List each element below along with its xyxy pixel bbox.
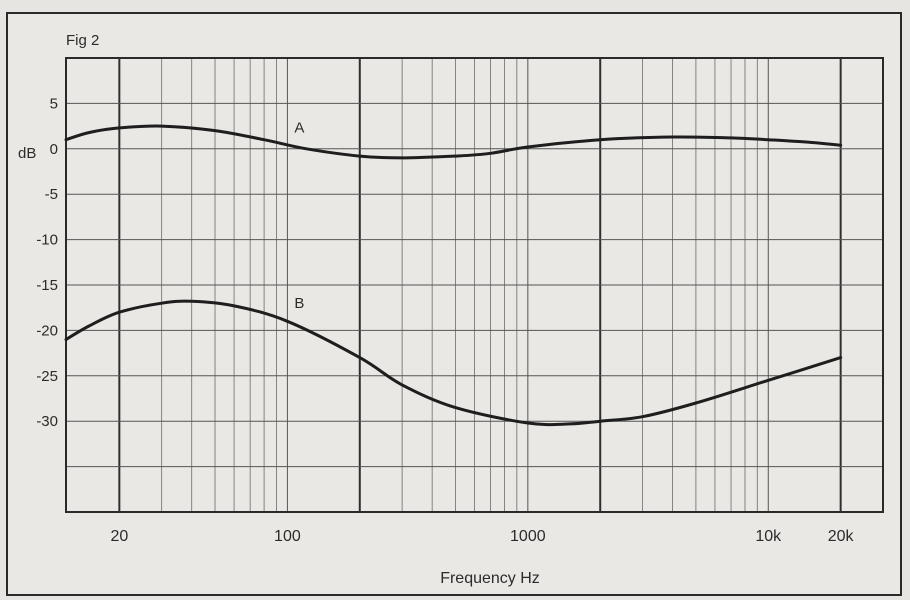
- y-axis-label: dB: [18, 145, 36, 162]
- series-line-b: [64, 299, 843, 427]
- x-tick-label: 100: [274, 528, 301, 545]
- y-tick-label: -10: [36, 232, 58, 249]
- y-tick-label: -20: [36, 322, 58, 339]
- x-tick-label: 1000: [510, 528, 546, 545]
- series-label-b: B: [294, 295, 304, 312]
- x-tick-label: 20k: [828, 528, 855, 545]
- series-layer: [64, 124, 843, 427]
- x-axis-label: Frequency Hz: [440, 570, 540, 587]
- figure-label: Fig 2: [66, 32, 99, 49]
- series-label-a: A: [294, 119, 304, 136]
- y-tick-label: -25: [36, 368, 58, 385]
- y-tick-label: 0: [50, 141, 58, 158]
- plot-area-border: [65, 57, 884, 513]
- y-tick-label: -15: [36, 277, 58, 294]
- labels: 5 0 -5 -10 -15 -20 -25 -30 20 100 1000 10k 20k A B: [36, 95, 854, 545]
- y-tick-label: 5: [50, 95, 58, 112]
- grid: [66, 58, 884, 512]
- y-tick-label: -5: [45, 186, 58, 203]
- y-tick-label: -30: [36, 413, 58, 430]
- series-line-a: [64, 124, 843, 160]
- x-tick-label: 20: [110, 528, 128, 545]
- x-tick-label: 10k: [755, 528, 782, 545]
